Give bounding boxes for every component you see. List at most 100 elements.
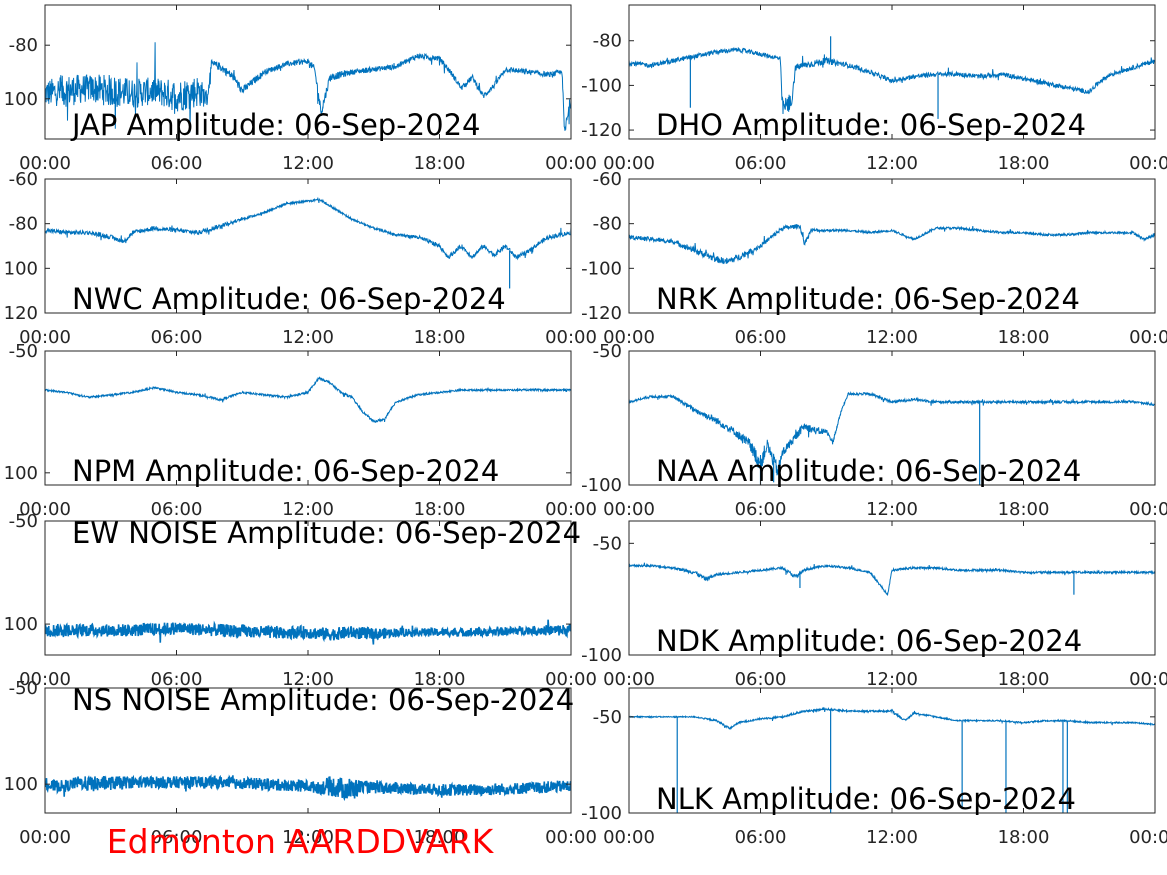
x-tick-label: 12:00 xyxy=(282,827,334,848)
x-tick-label: 00:00 xyxy=(545,827,597,848)
panel-title: EW NOISE Amplitude: 06-Sep-2024 xyxy=(72,516,581,550)
panel-title: NPM Amplitude: 06-Sep-2024 xyxy=(72,454,499,488)
y-tick-label: -50 xyxy=(593,341,622,362)
x-tick-label: 00:00 xyxy=(19,827,71,848)
x-tick-label: 00:00 xyxy=(19,669,71,690)
chart-panel: 00:00 06:00 12:00 18:00 00:00 -80 -100 -120 DHO … xyxy=(581,4,1167,174)
panel-title: NS NOISE Amplitude: 06-Sep-2024 xyxy=(72,683,574,717)
y-tick-label: -50 xyxy=(9,511,38,532)
series-line xyxy=(629,390,1155,476)
panel-title: DHO Amplitude: 06-Sep-2024 xyxy=(656,108,1086,142)
x-tick-label: 18:00 xyxy=(414,827,466,848)
x-tick-label: 18:00 xyxy=(414,669,466,690)
x-tick-label: 12:00 xyxy=(282,327,334,348)
chart-panel: 00:00 06:00 12:00 18:00 00:00 -80 100 JAP Ampli… xyxy=(4,4,597,174)
x-tick-label: 06:00 xyxy=(735,499,787,520)
y-tick-label: -50 xyxy=(9,678,38,699)
y-tick-label: 100 xyxy=(4,463,38,484)
chart-panel: 00:00 06:00 12:00 18:00 00:00 -60 -80 -100 -120 N… xyxy=(581,169,1167,348)
x-tick-label: 12:00 xyxy=(282,499,334,520)
y-tick-label: -120 xyxy=(581,120,622,141)
panel-title: NRK Amplitude: 06-Sep-2024 xyxy=(656,282,1080,316)
y-tick-label: -60 xyxy=(9,169,38,190)
y-tick-label: -100 xyxy=(581,75,622,96)
series-group xyxy=(45,376,571,423)
series-group xyxy=(629,706,1155,813)
x-tick-label: 12:00 xyxy=(866,327,918,348)
x-tick-label: 18:00 xyxy=(998,499,1050,520)
x-tick-label: 06:00 xyxy=(735,327,787,348)
series-group xyxy=(45,773,571,802)
x-tick-label: 18:00 xyxy=(998,327,1050,348)
y-tick-label: -50 xyxy=(593,707,622,728)
chart-panel: 00:00 06:00 12:00 18:00 00:00 -50 100 NS NOISE … xyxy=(4,678,597,848)
chart-panel: 00:00 06:00 12:00 18:00 00:00 -60 -80 100 120 NWC… xyxy=(4,169,597,348)
x-tick-label: 00:00 xyxy=(603,827,655,848)
y-tick-label: -100 xyxy=(581,475,622,496)
chart-panel: 00:00 06:00 12:00 18:00 00:00 -50 100 EW NOISE … xyxy=(4,511,597,690)
chart-panel: 00:00 06:00 12:00 18:00 00:00 -50 -100 NLK Ampl… xyxy=(581,687,1167,848)
x-tick-label: 06:00 xyxy=(735,827,787,848)
x-tick-label: 00:00 xyxy=(1129,669,1167,690)
y-tick-label: -100 xyxy=(581,258,622,279)
footer-label: Edmonton AARDDVARK xyxy=(107,822,495,861)
x-tick-label: 06:00 xyxy=(151,669,203,690)
series-line xyxy=(45,376,571,423)
x-tick-label: 00:00 xyxy=(1129,827,1167,848)
x-tick-label: 12:00 xyxy=(282,669,334,690)
x-tick-label: 00:00 xyxy=(545,327,597,348)
y-tick-label: -80 xyxy=(593,31,622,52)
x-tick-label: 00:00 xyxy=(603,669,655,690)
y-tick-label: -80 xyxy=(593,214,622,235)
series-line xyxy=(45,42,571,133)
series-line xyxy=(629,562,1155,596)
x-tick-label: 06:00 xyxy=(151,153,203,174)
y-tick-label: -50 xyxy=(593,533,622,554)
x-tick-label: 00:00 xyxy=(603,327,655,348)
series-group xyxy=(45,619,571,645)
chart-panel: 00:00 06:00 12:00 18:00 00:00 -50 100 NPM Ampli… xyxy=(4,341,597,520)
series-line xyxy=(629,224,1155,265)
x-tick-label: 00:00 xyxy=(19,499,71,520)
x-tick-label: 18:00 xyxy=(414,153,466,174)
x-tick-label: 12:00 xyxy=(866,153,918,174)
y-tick-label: -100 xyxy=(581,803,622,824)
series-line xyxy=(629,46,1155,115)
x-tick-label: 18:00 xyxy=(998,669,1050,690)
x-tick-label: 12:00 xyxy=(282,153,334,174)
y-tick-label: 100 xyxy=(4,614,38,635)
y-tick-label: 120 xyxy=(4,303,38,324)
x-tick-label: 06:00 xyxy=(151,327,203,348)
series-group xyxy=(629,562,1155,596)
series-line xyxy=(45,196,571,261)
series-group xyxy=(629,36,1155,119)
panel-title: NWC Amplitude: 06-Sep-2024 xyxy=(72,282,506,316)
x-tick-label: 00:00 xyxy=(19,153,71,174)
x-tick-label: 00:00 xyxy=(545,499,597,520)
series-group xyxy=(45,196,571,289)
x-tick-label: 12:00 xyxy=(866,669,918,690)
x-tick-label: 00:00 xyxy=(1129,499,1167,520)
panel-title: NAA Amplitude: 06-Sep-2024 xyxy=(656,454,1081,488)
panel-title: NLK Amplitude: 06-Sep-2024 xyxy=(656,782,1076,816)
x-tick-label: 18:00 xyxy=(998,827,1050,848)
panel-title: JAP Amplitude: 06-Sep-2024 xyxy=(70,108,480,142)
x-tick-label: 18:00 xyxy=(998,153,1050,174)
x-tick-label: 00:00 xyxy=(545,669,597,690)
y-tick-label: 100 xyxy=(4,774,38,795)
y-tick-label: -100 xyxy=(581,645,622,666)
chart-panel: 00:00 06:00 12:00 18:00 00:00 -50 -100 NDK Ampl… xyxy=(581,520,1167,690)
y-tick-label: 100 xyxy=(4,258,38,279)
x-tick-label: 12:00 xyxy=(866,827,918,848)
y-tick-label: -50 xyxy=(9,341,38,362)
y-tick-label: -80 xyxy=(9,214,38,235)
x-tick-label: 00:00 xyxy=(19,327,71,348)
series-group xyxy=(45,42,571,133)
panel-title: NDK Amplitude: 06-Sep-2024 xyxy=(656,624,1082,658)
series-group xyxy=(629,224,1155,265)
y-tick-label: -60 xyxy=(593,169,622,190)
y-tick-label: -120 xyxy=(581,303,622,324)
x-tick-label: 12:00 xyxy=(866,499,918,520)
x-tick-label: 00:00 xyxy=(545,153,597,174)
